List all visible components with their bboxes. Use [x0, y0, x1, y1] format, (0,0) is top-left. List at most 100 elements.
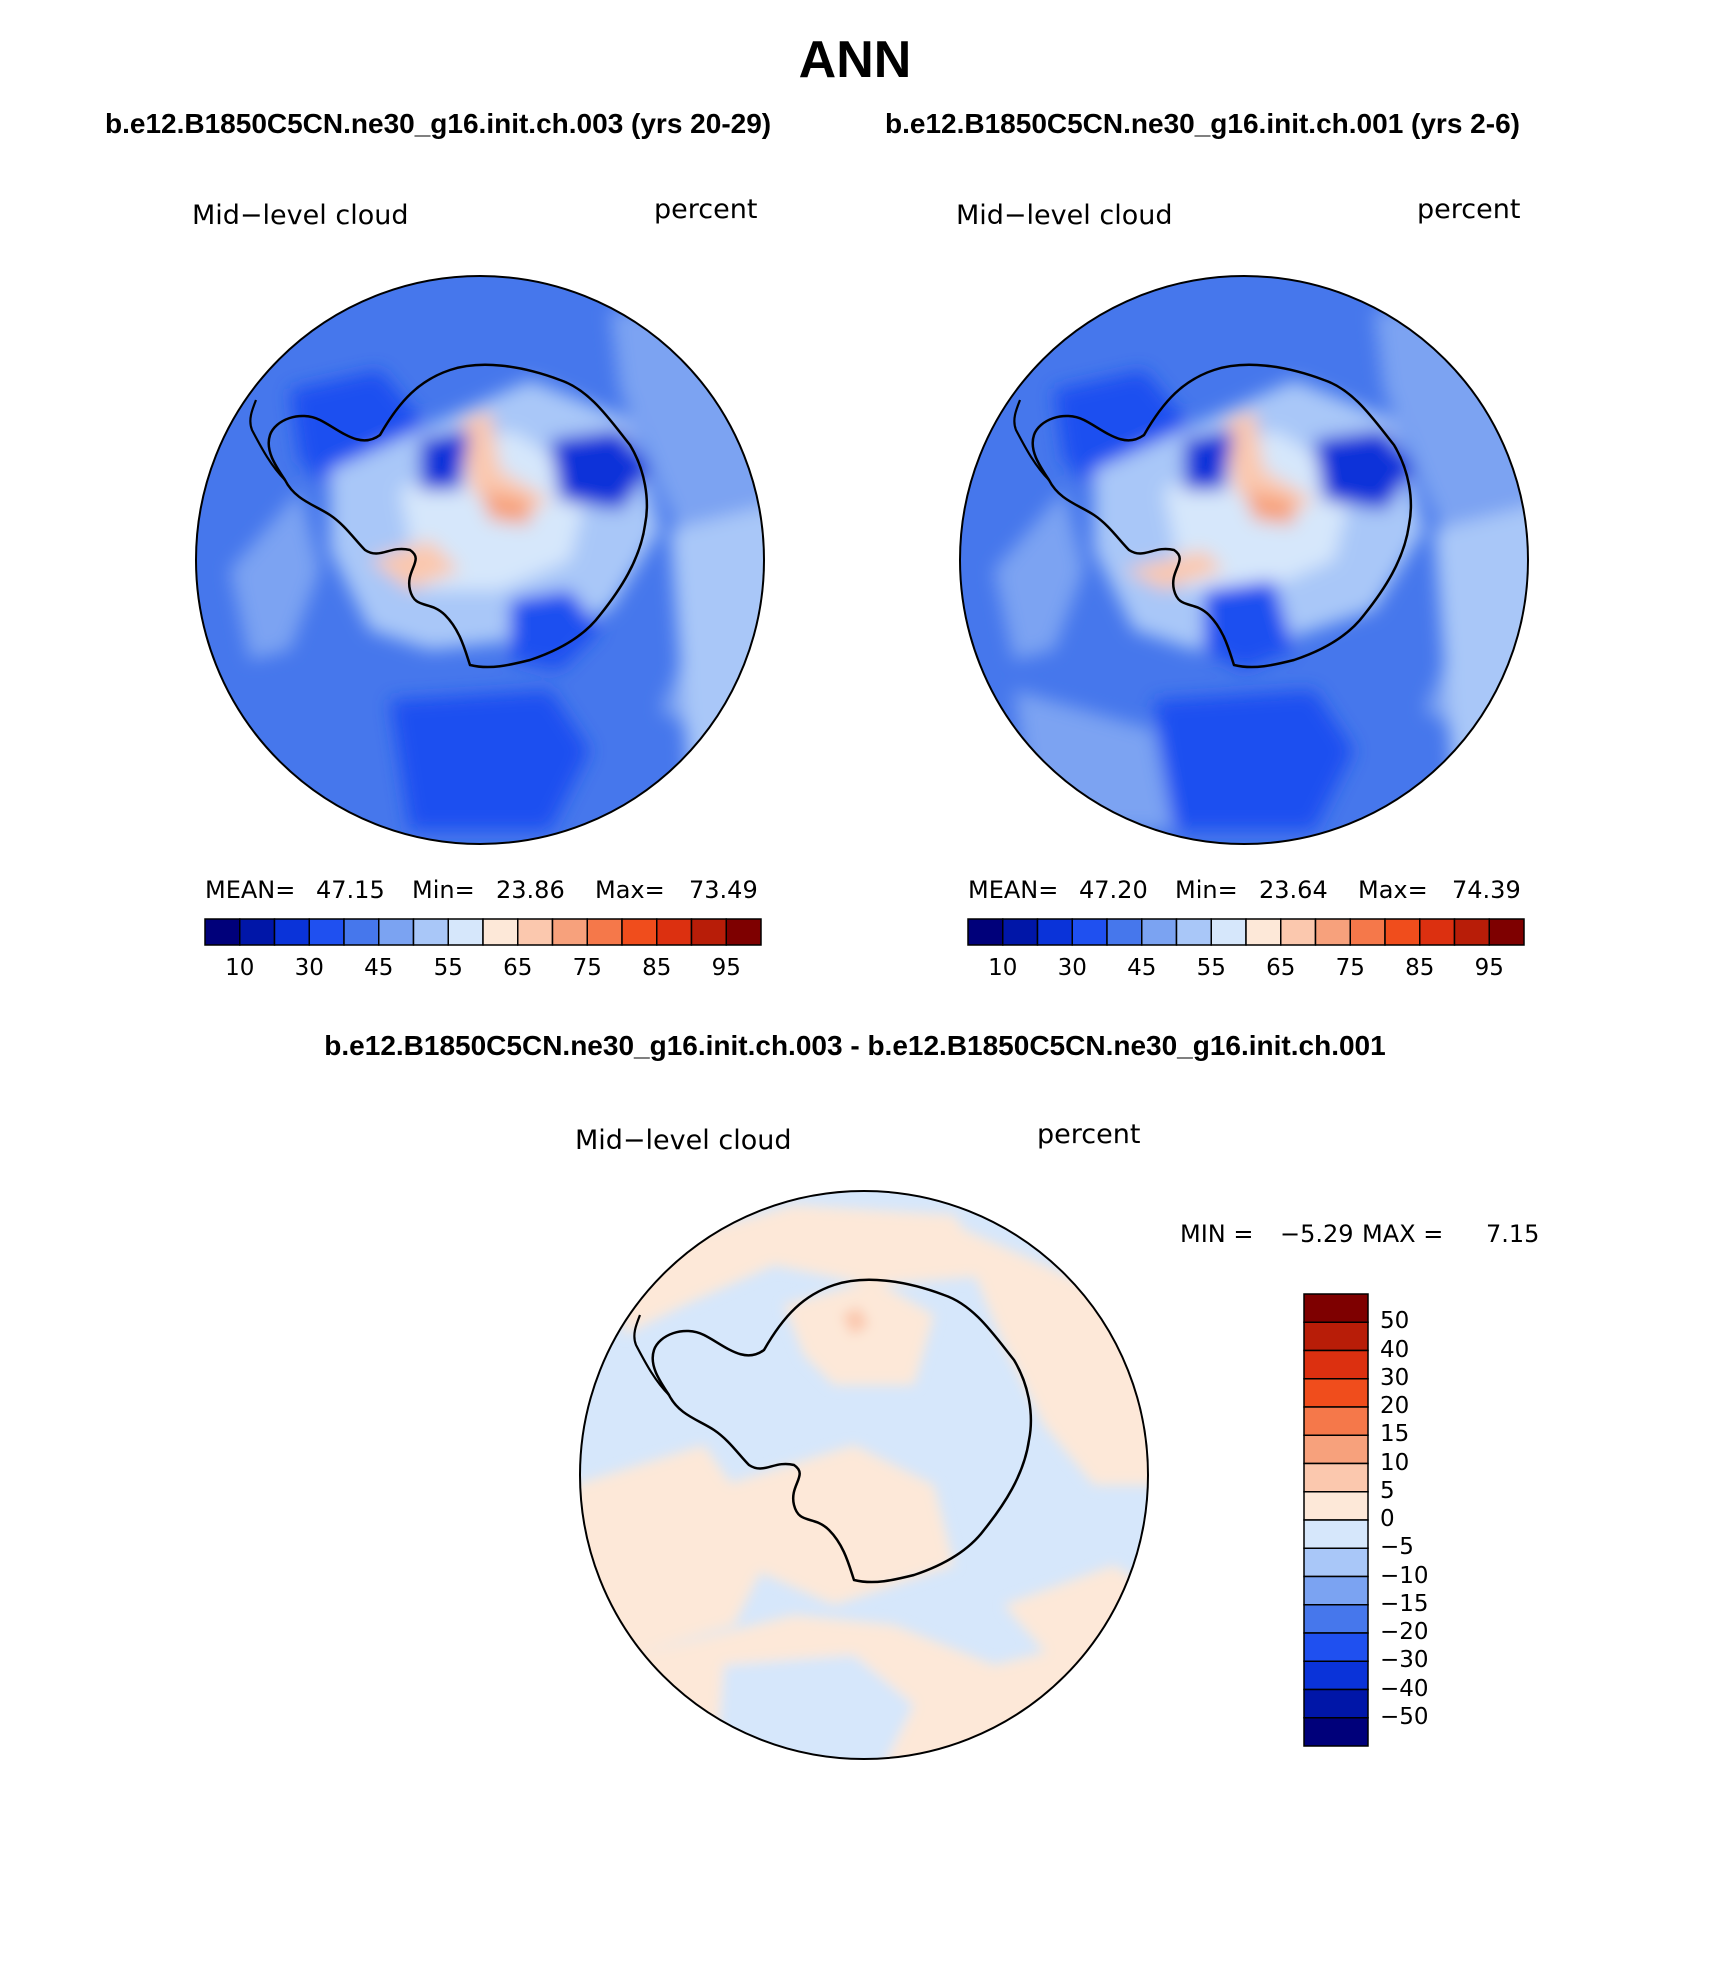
antarctica-coastline [267, 363, 649, 669]
field-patch-dark-center [420, 430, 470, 490]
panel-a-colorbar-tick: 10 [225, 955, 255, 981]
panel-diff-map [579, 1190, 1149, 1760]
panel-b-variable: Mid−level cloud [956, 200, 1173, 231]
panel-a-colorbar-box-7 [447, 918, 484, 946]
field-patch-east-dark [550, 430, 650, 510]
panel-diff-colorbar-tick: 0 [1380, 1506, 1395, 1532]
panel-b-colorbar-box-6 [1175, 918, 1212, 946]
field-patch-continent [784, 1280, 934, 1385]
panel-diff-colorbar-tick: −20 [1380, 1619, 1429, 1645]
figure-title: ANN [798, 31, 912, 89]
field-patch-south [390, 690, 590, 830]
panel-diff-colorbar-box-9 [1303, 1547, 1369, 1578]
panel-a-colorbar-tick: 65 [503, 955, 533, 981]
panel-diff-colorbar-box-11 [1303, 1604, 1369, 1634]
panel-a-colorbar-box-5 [378, 918, 415, 946]
panel-diff-colorbar-box-6 [1303, 1462, 1369, 1493]
panel-diff-colorbar-tick: 20 [1380, 1393, 1410, 1419]
panel-a-colorbar-box-10 [551, 918, 588, 946]
panel-diff-colorbar-tick: −40 [1380, 1675, 1429, 1702]
peninsula-coastline [249, 399, 286, 481]
panel-b-colorbar-tick: 10 [988, 955, 1018, 981]
panel-diff-colorbar-tick: −15 [1380, 1590, 1429, 1617]
field-patch-west-light [230, 490, 320, 660]
map-border [195, 275, 765, 845]
panel-b-colorbar-box-0 [967, 918, 1004, 946]
field-patch-lighter-east [670, 500, 764, 830]
panel-diff-colorbar-box-8 [1303, 1519, 1369, 1549]
panel-a-colorbar-tick: 30 [294, 955, 324, 981]
diff-title: b.e12.B1850C5CN.ne30_g16.init.ch.003 - b… [324, 1030, 1386, 1061]
panel-b-colorbar-box-13 [1419, 918, 1456, 946]
panel-diff-max-label: MAX = [1362, 1220, 1444, 1248]
panel-b-colorbar [967, 918, 1525, 946]
panel-diff-colorbar-tick: −10 [1380, 1562, 1429, 1589]
panel-diff-colorbar-box-10 [1303, 1575, 1369, 1606]
panel-a-colorbar-tick: 85 [642, 955, 672, 981]
antarctica-coastline [1031, 363, 1413, 669]
panel-a-colorbar-tick: 75 [572, 955, 602, 981]
panel-a-colorbar-box-8 [482, 918, 519, 946]
panel-diff-min-label: MIN = [1180, 1220, 1254, 1248]
panel-a-mean: 47.15 [316, 876, 385, 904]
panel-diff-colorbar-tick: −50 [1380, 1703, 1429, 1730]
panel-diff-colorbar-box-3 [1303, 1378, 1369, 1408]
panel-diff-colorbar-box-2 [1303, 1349, 1369, 1380]
field-patch-warm-max [842, 1307, 869, 1335]
field-patch-lighter-east [1434, 500, 1528, 830]
panel-b-colorbar-box-11 [1349, 918, 1386, 946]
panel-b-colorbar-box-10 [1314, 918, 1351, 946]
panel-diff-colorbar-tick: 30 [1380, 1364, 1410, 1391]
panel-diff-colorbar-box-5 [1303, 1434, 1369, 1465]
case-a-title: b.e12.B1850C5CN.ne30_g16.init.ch.003 (yr… [105, 108, 772, 139]
panel-a-max-label: Max= [595, 876, 665, 904]
field-patch-warm-core [480, 490, 530, 525]
panel-diff-colorbar-box-4 [1303, 1406, 1369, 1436]
panel-a-colorbar-ticks: 10 30 45 55 65 75 85 95 [0, 955, 741, 981]
panel-a-min-label: Min= [412, 876, 475, 904]
panel-a-colorbar-box-12 [621, 918, 658, 946]
panel-diff-colorbar-box-15 [1303, 1717, 1369, 1747]
panel-b-colorbar-box-1 [1002, 918, 1039, 946]
panel-diff-variable: Mid−level cloud [575, 1125, 792, 1156]
panel-diff-colorbar-box-7 [1303, 1491, 1369, 1521]
panel-b-colorbar-tick: 45 [1127, 955, 1157, 981]
panel-b-colorbar-box-5 [1141, 918, 1178, 946]
panel-b-colorbar-box-14 [1453, 918, 1490, 946]
panel-diff-colorbar [1303, 1293, 1369, 1747]
panel-b-max: 74.39 [1452, 876, 1521, 904]
field-patch-south [1154, 690, 1354, 830]
panel-a-colorbar-tick: 45 [364, 955, 394, 981]
panel-b-mean: 47.20 [1079, 876, 1148, 904]
panel-b-mean-label: MEAN= [968, 876, 1059, 904]
case-b-title: b.e12.B1850C5CN.ne30_g16.init.ch.001 (yr… [885, 108, 1520, 139]
panel-b-colorbar-box-9 [1280, 918, 1317, 946]
field-patch-south-dark [1204, 580, 1294, 670]
panel-b-colorbar-tick: 85 [1405, 955, 1435, 981]
panel-diff-colorbar-tick: −5 [1380, 1534, 1414, 1561]
peninsula-coastline [1013, 399, 1050, 481]
panel-b-colorbar-tick: 95 [1474, 955, 1504, 981]
panel-b-colorbar-box-3 [1071, 918, 1108, 946]
panel-a-colorbar-box-0 [204, 918, 241, 946]
panel-b-colorbar-box-4 [1106, 918, 1143, 946]
panel-diff-max: 7.15 [1486, 1220, 1540, 1248]
panel-diff-colorbar-tick: −30 [1380, 1647, 1429, 1674]
panel-b-colorbar-box-7 [1210, 918, 1247, 946]
field-patch-east-arc [954, 1225, 1148, 1485]
panel-b-units: percent [1417, 194, 1521, 225]
field-patch-east-dark [1314, 430, 1414, 510]
field-patch-southwest [580, 1445, 774, 1655]
panel-a-map [195, 275, 765, 845]
field-patch-south-core [724, 1445, 954, 1605]
panel-b-max-label: Max= [1358, 876, 1428, 904]
panel-diff-colorbar-box-0 [1303, 1293, 1369, 1323]
panel-a-mean-label: MEAN= [205, 876, 296, 904]
panel-b-colorbar-tick: 55 [1196, 955, 1226, 981]
panel-diff-colorbar-box-14 [1303, 1688, 1369, 1719]
panel-a-colorbar-box-9 [517, 918, 554, 946]
panel-b-colorbar-box-8 [1245, 918, 1282, 946]
panel-a-variable: Mid−level cloud [192, 200, 409, 231]
panel-b-map [959, 275, 1529, 845]
panel-a-colorbar [204, 918, 762, 946]
